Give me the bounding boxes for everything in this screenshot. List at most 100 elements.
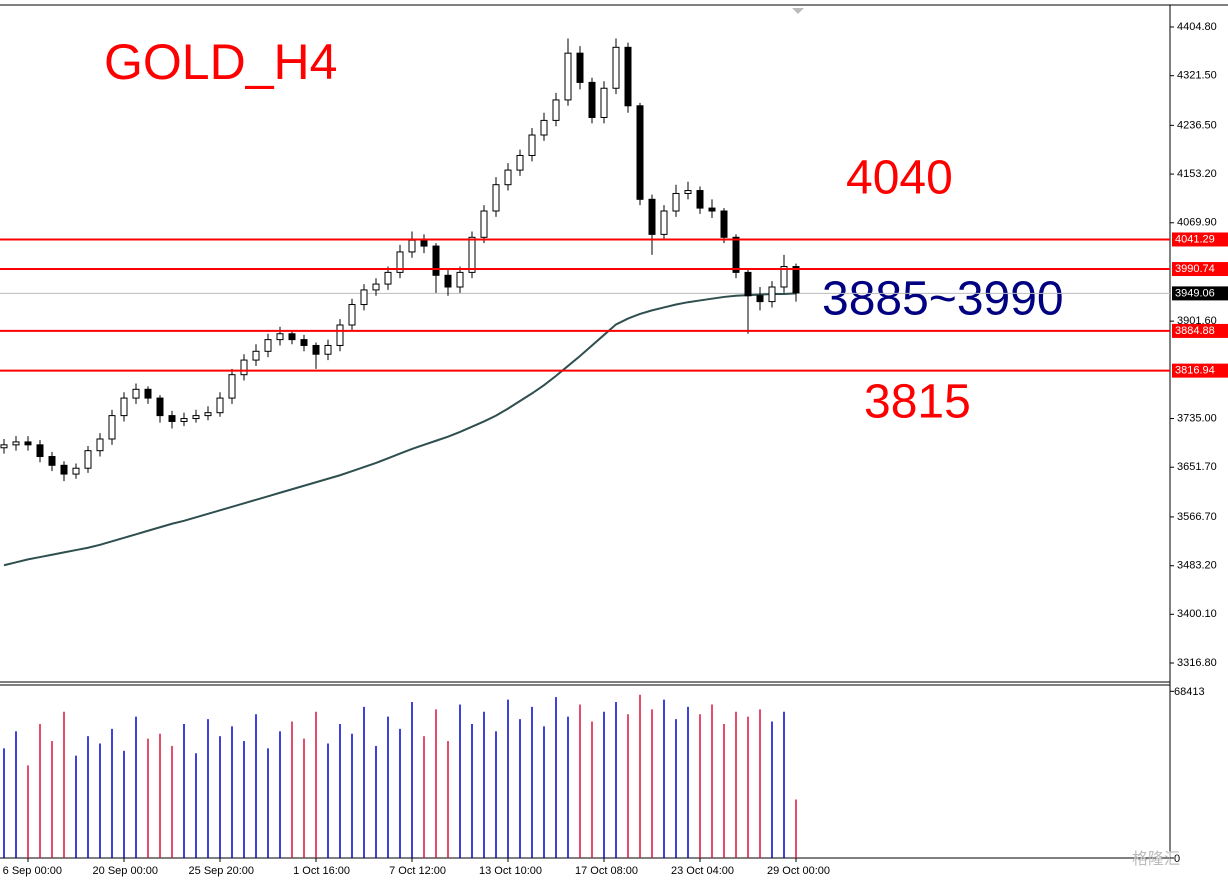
candle-body — [180, 418, 188, 422]
y-tick-label: 4404.80 — [1177, 21, 1217, 33]
annotation: 3885~3990 — [822, 273, 1064, 326]
candle-body — [96, 438, 104, 452]
candle-body — [684, 190, 692, 194]
candle-body — [564, 52, 572, 101]
level-label: 3884.88 — [1175, 325, 1215, 337]
volume-tick-label: 0 — [1174, 853, 1180, 865]
y-tick-label: 3316.80 — [1177, 657, 1217, 669]
candle-body — [372, 283, 380, 291]
candle-body — [780, 266, 788, 288]
candle-body — [108, 415, 116, 440]
y-tick-label: 4153.20 — [1177, 168, 1217, 180]
candle-body — [60, 464, 68, 475]
candle-body — [720, 210, 728, 238]
candle-body — [48, 456, 56, 466]
x-tick-label: 23 Oct 04:00 — [671, 865, 734, 877]
candle-body — [264, 339, 272, 352]
current-price-box — [1172, 286, 1228, 301]
candle-body — [24, 441, 32, 446]
candle-body — [636, 105, 644, 200]
candle-body — [732, 236, 740, 273]
x-tick-label: 13 Oct 10:00 — [479, 865, 542, 877]
candle-body — [456, 271, 464, 288]
candle-body — [552, 99, 560, 121]
x-tick-label: 7 Oct 12:00 — [389, 865, 446, 877]
y-tick-label: 3483.20 — [1177, 560, 1217, 572]
y-tick-label: 4069.90 — [1177, 217, 1217, 229]
candle-body — [696, 190, 704, 209]
candle-body — [492, 184, 500, 212]
annotation: 3815 — [864, 376, 971, 429]
y-tick-label: 4321.50 — [1177, 70, 1217, 82]
x-tick-label: 29 Oct 00:00 — [767, 865, 830, 877]
candle-body — [0, 444, 8, 449]
candle-body — [672, 192, 680, 212]
candle-body — [300, 339, 308, 346]
level-label-box — [1172, 262, 1228, 277]
y-tick-label: 3651.70 — [1177, 461, 1217, 473]
candle-body — [768, 286, 776, 303]
level-label-box — [1172, 323, 1228, 338]
level-label-box — [1172, 232, 1228, 247]
candle-body — [480, 210, 488, 238]
candle-body — [360, 289, 368, 306]
x-tick-label: 20 Sep 00:00 — [93, 865, 158, 877]
candle-body — [240, 359, 248, 376]
candle-body — [36, 444, 44, 458]
level-label-box — [1172, 363, 1228, 378]
candle-body — [84, 450, 92, 469]
candle-body — [144, 388, 152, 399]
candle-body — [168, 415, 176, 422]
candle-body — [228, 374, 236, 399]
volume-tick-label: 68413 — [1174, 686, 1205, 698]
candle-body — [468, 236, 476, 273]
candle-body — [312, 344, 320, 355]
candle-body — [192, 415, 200, 420]
candle-body — [120, 397, 128, 417]
candle-body — [252, 350, 260, 361]
candle-body — [216, 397, 224, 414]
candle-body — [624, 46, 632, 107]
x-tick-label: 6 Sep 00:00 — [3, 865, 62, 877]
candle-body — [444, 274, 452, 288]
candle-body — [504, 169, 512, 186]
candle-body — [12, 441, 20, 446]
candle-body — [384, 271, 392, 285]
candle-body — [516, 154, 524, 171]
candle-body — [72, 467, 80, 475]
y-tick-label: 3735.00 — [1177, 412, 1217, 424]
level-label: 4041.29 — [1175, 233, 1215, 245]
y-tick-label: 3400.10 — [1177, 608, 1217, 620]
candle-body — [324, 344, 332, 355]
candle-body — [432, 245, 440, 276]
x-tick-label: 1 Oct 16:00 — [293, 865, 350, 877]
candle-body — [528, 134, 536, 156]
x-tick-label: 17 Oct 08:00 — [575, 865, 638, 877]
y-tick-label: 3566.70 — [1177, 511, 1217, 523]
candle-body — [588, 81, 596, 118]
candle-body — [648, 198, 656, 235]
candle-body — [756, 295, 764, 303]
candle-body — [396, 251, 404, 273]
candle-body — [204, 412, 212, 417]
candle-body — [336, 324, 344, 346]
x-tick-label: 25 Sep 20:00 — [189, 865, 254, 877]
watermark: 格隆汇 — [1132, 850, 1180, 868]
chart-title: GOLD_H4 — [104, 34, 337, 90]
candle-body — [288, 333, 296, 341]
candle-body — [420, 239, 428, 247]
current-price-label: 3949.06 — [1175, 287, 1215, 299]
candle-body — [132, 388, 140, 399]
shift-marker — [792, 8, 804, 14]
candle-body — [660, 210, 668, 235]
candle-body — [540, 119, 548, 136]
candle-body — [348, 304, 356, 326]
candle-body — [600, 87, 608, 118]
candle-body — [612, 46, 620, 89]
level-label: 3990.74 — [1175, 263, 1215, 275]
annotation: 4040 — [846, 152, 953, 205]
candle-body — [156, 397, 164, 417]
